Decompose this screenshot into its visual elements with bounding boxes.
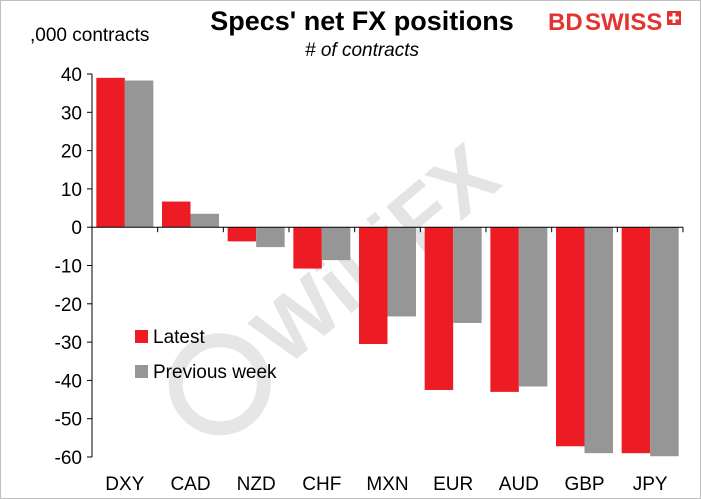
bar-dxy-latest [96, 77, 125, 228]
y-tick-label: -20 [55, 295, 82, 316]
y-tick-label: 0 [71, 218, 82, 239]
y-tick-label: -60 [55, 448, 82, 469]
axes [91, 74, 684, 457]
legend-label-previous-week: Previous week [153, 362, 277, 383]
y-tick-label: -30 [55, 333, 82, 354]
y-axis-ticks: 40 30 20 10 0 -10 -20 -30 -40 -50 -60 [55, 65, 92, 469]
bdswiss-logo: BD SWISS [548, 9, 681, 36]
x-tick-label: GBP [564, 474, 604, 495]
bar-eur-latest [424, 227, 454, 390]
bar-nzd-latest [227, 227, 257, 242]
y-axis-unit-label: ,000 contracts [30, 25, 149, 46]
logo-text-bd: BD [548, 9, 583, 36]
bar-chf-previous-week [321, 227, 351, 261]
bar-dxy-previous-week [124, 80, 154, 228]
bars [96, 77, 679, 457]
x-tick-label: CAD [170, 474, 210, 495]
bar-jpy-previous-week [650, 227, 679, 457]
chart-title: Specs' net FX positions [210, 6, 513, 36]
y-tick-label: -40 [55, 371, 82, 392]
bar-eur-previous-week [453, 227, 482, 323]
bar-aud-previous-week [518, 227, 548, 387]
bar-cad-previous-week [190, 213, 219, 228]
bar-mxn-previous-week [387, 227, 416, 317]
y-tick-label: 30 [61, 103, 82, 124]
bar-gbp-latest [556, 227, 585, 447]
legend-swatch-latest [135, 330, 148, 343]
x-tick-label: NZD [237, 474, 276, 495]
bar-jpy-latest [621, 227, 651, 454]
legend-label-latest: Latest [153, 327, 205, 348]
x-tick-label: JPY [633, 474, 668, 495]
bar-chf-latest [293, 227, 322, 269]
x-tick-label: AUD [499, 474, 539, 495]
y-tick-label: -10 [55, 257, 82, 278]
x-axis-labels: DXY CAD NZD CHF MXN EUR AUD GBP JPY [105, 474, 668, 495]
bar-mxn-latest [359, 227, 388, 345]
watermark-logo-icon [168, 333, 271, 436]
y-tick-label: -50 [55, 410, 82, 431]
bar-nzd-previous-week [256, 227, 285, 248]
x-tick-label: CHF [302, 474, 341, 495]
legend-swatch-previous-week [135, 365, 148, 378]
bar-cad-latest [162, 201, 191, 228]
y-tick-label: 10 [61, 180, 82, 201]
bar-aud-latest [490, 227, 519, 392]
legend: Latest Previous week [135, 327, 277, 383]
x-tick-label: DXY [105, 474, 144, 495]
swiss-cross-horizontal [669, 16, 679, 20]
y-tick-label: 40 [61, 65, 82, 86]
bar-gbp-previous-week [584, 227, 613, 454]
logo-text-swiss: SWISS [585, 9, 662, 36]
x-tick-label: EUR [433, 474, 473, 495]
x-tick-label: MXN [366, 474, 408, 495]
y-tick-label: 20 [61, 142, 82, 163]
chart-subtitle: # of contracts [305, 40, 420, 61]
